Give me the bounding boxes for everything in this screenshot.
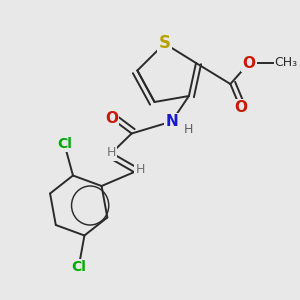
Text: H: H xyxy=(136,163,145,176)
Text: N: N xyxy=(165,114,178,129)
Text: H: H xyxy=(107,146,116,160)
Text: Cl: Cl xyxy=(71,260,86,274)
Text: O: O xyxy=(234,100,247,116)
Text: O: O xyxy=(105,111,118,126)
Text: H: H xyxy=(184,122,194,136)
Text: CH₃: CH₃ xyxy=(275,56,298,70)
Text: S: S xyxy=(159,34,171,52)
Text: O: O xyxy=(242,56,256,70)
Text: Cl: Cl xyxy=(57,137,72,151)
